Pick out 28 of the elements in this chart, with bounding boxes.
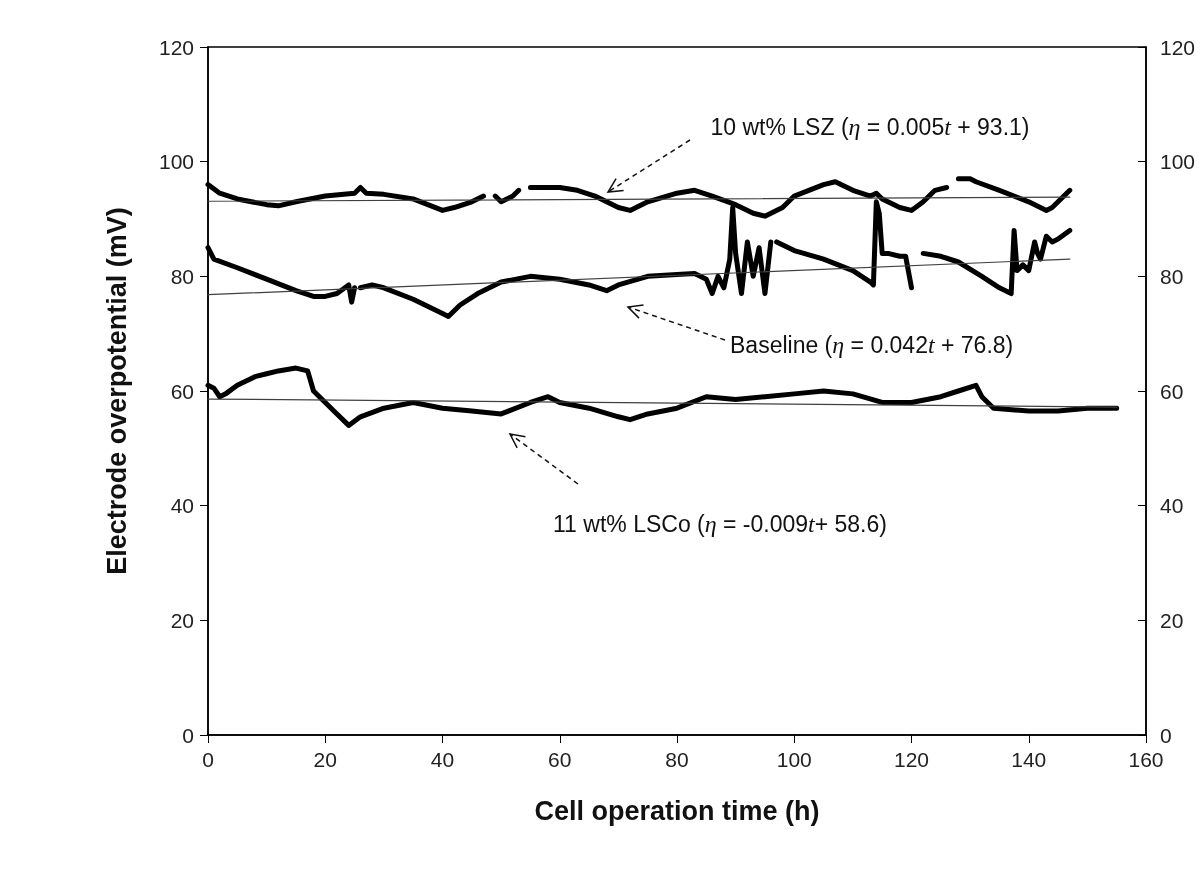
y-tick-label: 40 [170, 494, 194, 518]
x-tick-label: 0 [202, 748, 214, 771]
y-tick-label: 100 [158, 150, 194, 174]
y-axis-title: Electrode overpotential (mV) [101, 207, 132, 575]
annotation: Baseline (η = 0.042t + 76.8) [730, 332, 1014, 358]
y2-tick-label: 80 [1160, 264, 1184, 288]
y2-tick-label: 100 [1160, 150, 1196, 174]
y2-tick-label: 60 [1160, 379, 1184, 403]
x-tick-label: 80 [665, 748, 689, 771]
y-tick-label: 0 [182, 723, 194, 747]
y-tick-label: 60 [170, 379, 194, 403]
x-tick-label: 140 [1011, 748, 1047, 771]
x-axis-title: Cell operation time (h) [534, 795, 820, 826]
x-tick-label: 120 [893, 748, 930, 771]
x-tick-label: 20 [313, 748, 337, 771]
y2-tick-label: 40 [1160, 494, 1184, 518]
y2-tick-label: 0 [1160, 723, 1172, 747]
y2-tick-label: 120 [1160, 35, 1196, 59]
y-tick-label: 120 [158, 35, 194, 59]
x-tick-label: 60 [548, 748, 572, 771]
x-tick-label: 160 [1128, 748, 1164, 771]
y-tick-label: 20 [170, 608, 194, 632]
annotation: 10 wt% LSZ (η = 0.005t + 93.1) [710, 114, 1030, 140]
annotation: 11 wt% LSCo (η = -0.009t+ 58.6) [553, 511, 887, 537]
y-tick-label: 80 [170, 264, 194, 288]
y2-tick-label: 20 [1160, 608, 1184, 632]
x-tick-label: 40 [430, 748, 455, 771]
x-tick-label: 100 [776, 748, 812, 771]
